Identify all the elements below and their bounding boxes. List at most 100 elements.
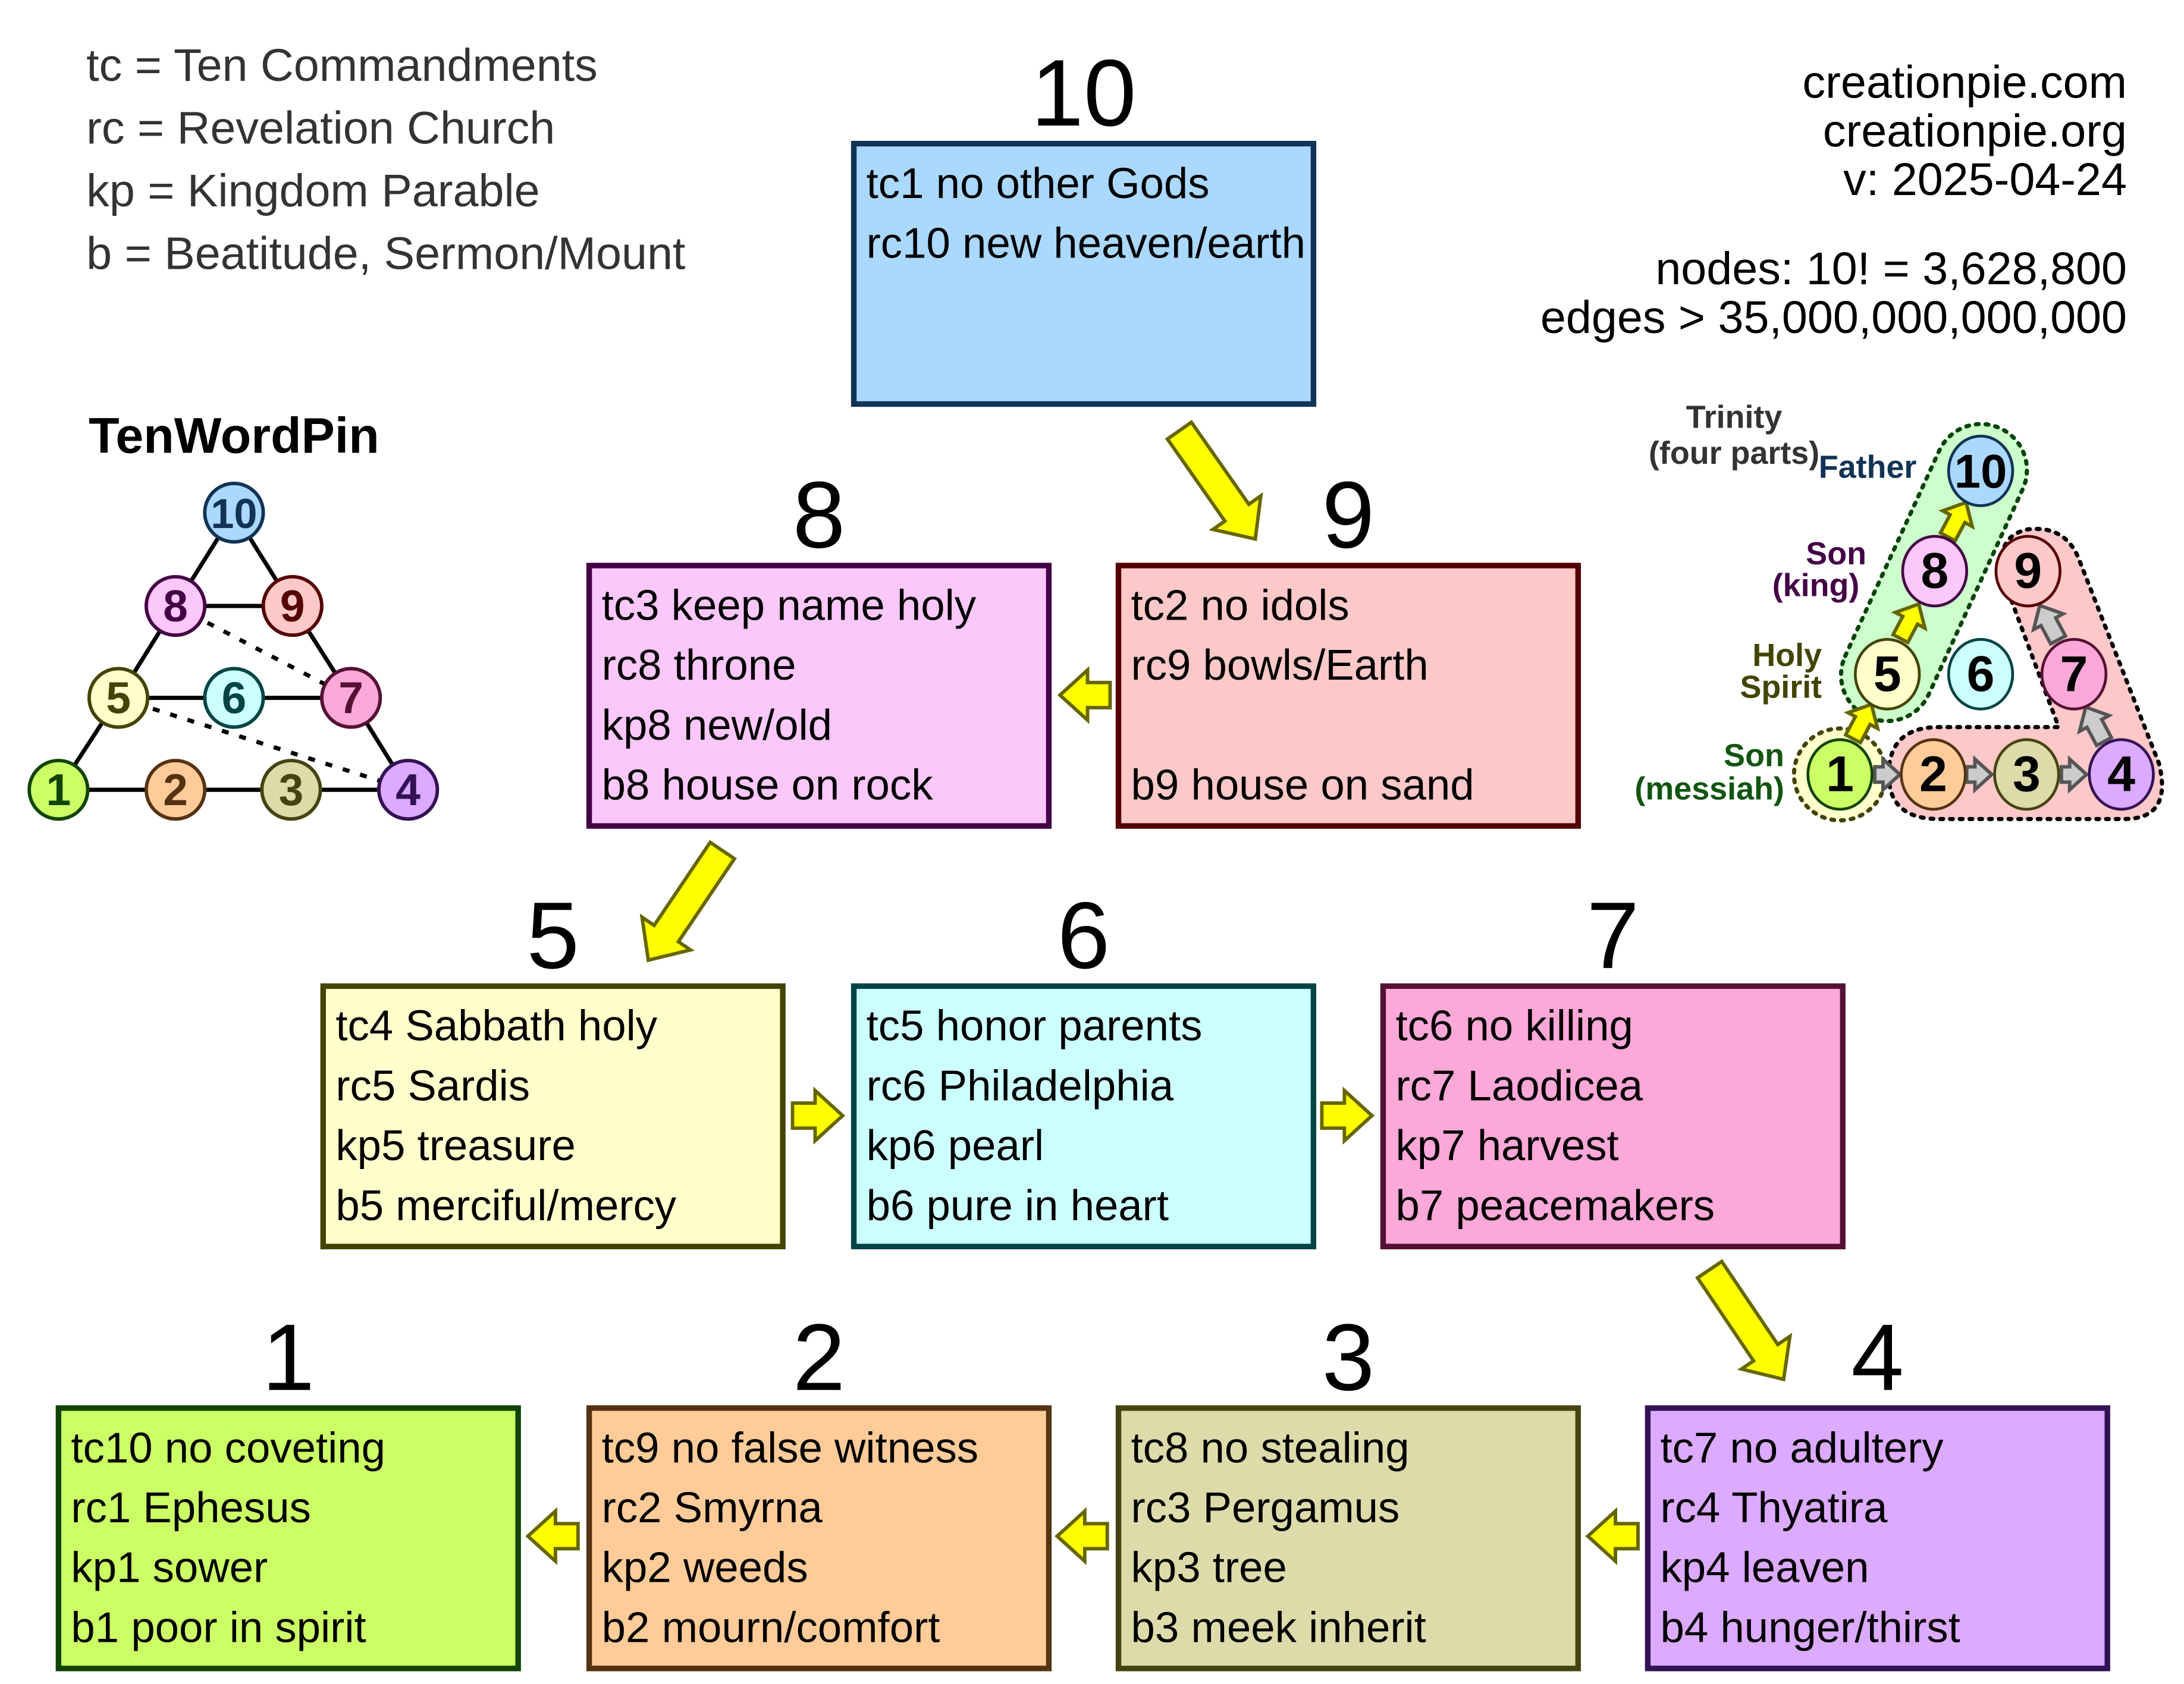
arrow-up-right-icon bbox=[1890, 602, 1928, 645]
holy-spirit-label: Spirit bbox=[1740, 670, 1822, 705]
arrow-up-right-icon bbox=[1843, 702, 1881, 745]
box-number: 5 bbox=[526, 882, 579, 988]
trinity-title: Trinity bbox=[1686, 399, 1783, 435]
box-line: tc10 no coveting bbox=[71, 1424, 385, 1472]
box-6: 6 tc5 honor parents rc6 Philadelphia kp6 pe… bbox=[851, 882, 1317, 1249]
box-number: 2 bbox=[793, 1305, 846, 1410]
stats-line: nodes: 10! = 3,628,800 bbox=[1655, 243, 2127, 294]
box-line: rc5 Sardis bbox=[335, 1061, 530, 1110]
trinity-node-8 bbox=[1901, 535, 1969, 608]
box-line: b3 meek inherit bbox=[1131, 1603, 1426, 1651]
box-line: kp3 tree bbox=[1131, 1544, 1287, 1592]
arrow-left-icon bbox=[1055, 1507, 1109, 1566]
box-frame bbox=[851, 140, 1317, 407]
son-messiah-label: (messiah) bbox=[1634, 771, 1784, 807]
box-7: 7 tc6 no killing rc7 Laodicea kp7 harvest b7… bbox=[1380, 882, 1846, 1249]
pin-node-label: 3 bbox=[279, 765, 304, 815]
trinity-node-2 bbox=[1900, 738, 1967, 811]
legend-line: b = Beatitude, Sermon/Mount bbox=[86, 228, 685, 279]
box-number: 8 bbox=[793, 462, 846, 568]
box-line: b9 house on sand bbox=[1131, 761, 1474, 809]
arrow-down-right-icon bbox=[1695, 1259, 1793, 1382]
box-line: kp5 treasure bbox=[335, 1121, 575, 1170]
site-line: creationpie.org bbox=[1823, 105, 2127, 156]
box-line: rc8 throne bbox=[602, 641, 796, 689]
box-frame bbox=[320, 983, 786, 1249]
pin-dashed-edge bbox=[174, 604, 352, 700]
box-number: 7 bbox=[1587, 882, 1640, 988]
box-line: rc9 bowls/Earth bbox=[1131, 641, 1429, 689]
site-line: v: 2025-04-24 bbox=[1843, 154, 2127, 205]
box-3: 3 tc8 no stealing rc3 Pergamus kp3 tree b3 m… bbox=[1115, 1305, 1581, 1672]
arrow-right-icon bbox=[790, 1086, 846, 1145]
box-number: 9 bbox=[1322, 462, 1375, 568]
pin-node-label: 1 bbox=[46, 765, 71, 815]
box-5: 5 tc4 Sabbath holy rc5 Sardis kp5 treasure b… bbox=[320, 882, 786, 1249]
pin-node-label: 5 bbox=[106, 673, 131, 722]
pin-node-4 bbox=[377, 759, 440, 821]
trinity-node-label: 8 bbox=[1921, 543, 1948, 599]
arrow-right-icon bbox=[2059, 755, 2089, 794]
trinity-node-6 bbox=[1947, 637, 2014, 711]
trinity-node-label: 2 bbox=[1919, 746, 1947, 802]
box-line: b6 pure in heart bbox=[867, 1182, 1169, 1230]
box-line: tc1 no other Gods bbox=[867, 159, 1210, 208]
box-2: 2 tc9 no false witness rc2 Smyrna kp2 weeds… bbox=[586, 1305, 1052, 1672]
pin-node-label: 7 bbox=[338, 673, 363, 722]
trinity-node-4 bbox=[2088, 738, 2155, 811]
box-frame bbox=[851, 983, 1317, 1249]
box-line: kp1 sower bbox=[71, 1544, 268, 1592]
stats-line: edges > 35,000,000,000,000 bbox=[1540, 292, 2127, 343]
arrow-right-icon bbox=[1965, 755, 1995, 794]
pin-node-2 bbox=[144, 759, 207, 821]
legend-line: tc = Ten Commandments bbox=[86, 40, 598, 91]
pin-node-label: 4 bbox=[396, 765, 421, 815]
box-frame bbox=[586, 563, 1052, 829]
arrow-right-icon bbox=[1873, 755, 1903, 794]
box-frame bbox=[1380, 983, 1846, 1249]
pin-node-1 bbox=[27, 759, 90, 821]
trinity-node-label: 10 bbox=[1954, 445, 2007, 498]
son-king-label: Son bbox=[1806, 536, 1866, 571]
trinity-node-label: 1 bbox=[1826, 746, 1854, 802]
trinity-node-label: 5 bbox=[1874, 646, 1901, 702]
box-line: rc10 new heaven/earth bbox=[867, 219, 1306, 268]
box-line: tc6 no killing bbox=[1396, 1002, 1633, 1050]
father-label: Father bbox=[1819, 450, 1917, 485]
pin-title: TenWordPin bbox=[89, 407, 379, 463]
box-line: b8 house on rock bbox=[602, 761, 934, 809]
trinity-node-10 bbox=[1947, 435, 2014, 507]
pin-node-5 bbox=[87, 667, 150, 729]
box-frame bbox=[1115, 1405, 1581, 1672]
box-line: kp7 harvest bbox=[1396, 1121, 1619, 1170]
trinity-node-label: 3 bbox=[2013, 746, 2041, 802]
box-line: b5 merciful/mercy bbox=[335, 1182, 676, 1230]
trinity-node-1 bbox=[1806, 738, 1874, 811]
arrow-left-icon bbox=[525, 1507, 580, 1566]
pin-node-label: 9 bbox=[280, 581, 305, 631]
box-1: 1 tc10 no coveting rc1 Ephesus kp1 sower b1 … bbox=[55, 1305, 521, 1672]
box-line: rc4 Thyatira bbox=[1660, 1484, 1887, 1532]
trinity-node-5 bbox=[1853, 637, 1921, 711]
trinity-node-7 bbox=[2040, 637, 2108, 711]
arrow-right-icon bbox=[1320, 1086, 1375, 1145]
arrow-left-icon bbox=[1057, 666, 1112, 724]
son-king-label: (king) bbox=[1772, 568, 1860, 604]
box-line: rc7 Laodicea bbox=[1396, 1061, 1643, 1110]
box-line: kp6 pearl bbox=[867, 1121, 1044, 1170]
box-line: rc6 Philadelphia bbox=[867, 1061, 1174, 1110]
box-line: b4 hunger/thirst bbox=[1660, 1603, 1960, 1651]
arrow-up-left-icon bbox=[2031, 603, 2068, 646]
box-number: 6 bbox=[1058, 882, 1110, 988]
holy-spirit-label: Holy bbox=[1752, 637, 1822, 673]
trinity-subtitle: (four parts) bbox=[1649, 435, 1819, 471]
box-number: 4 bbox=[1852, 1305, 1904, 1410]
son-messiah-label: Son bbox=[1724, 737, 1784, 773]
box-line: b1 poor in spirit bbox=[71, 1603, 366, 1651]
arrow-up-left-icon bbox=[2076, 705, 2114, 748]
arrow-down-right-icon bbox=[1165, 420, 1263, 542]
pin-node-3 bbox=[260, 759, 322, 821]
site-line: creationpie.com bbox=[1803, 56, 2127, 108]
trinity-node-9 bbox=[1994, 535, 2061, 608]
box-line: tc2 no idols bbox=[1131, 581, 1350, 629]
